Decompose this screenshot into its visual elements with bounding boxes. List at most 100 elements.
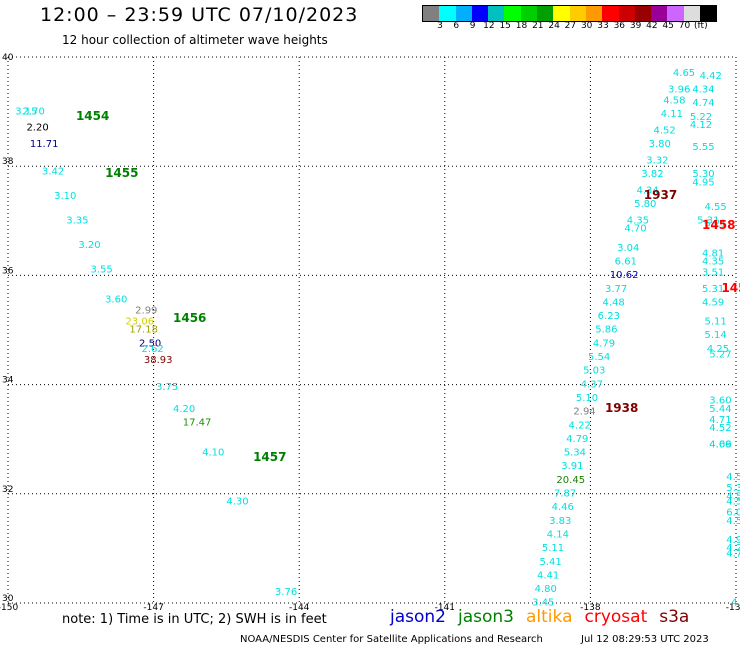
swh-value-label: 3.82	[641, 169, 663, 180]
swh-value-label: 4.66	[709, 439, 731, 450]
swh-value-label: 23.06	[125, 317, 154, 328]
y-tick-label: 32	[2, 485, 13, 495]
swh-value-label: 4.12	[690, 120, 712, 131]
swh-value-label: 2.50	[139, 338, 161, 349]
y-tick-label: 34	[2, 376, 14, 386]
swh-value-label: 4.22	[569, 420, 591, 431]
swh-value-label: 5.14	[704, 330, 726, 341]
time-label: 1458	[721, 281, 740, 295]
swh-value-label: 5.10	[576, 393, 598, 404]
color-swatch	[585, 6, 603, 21]
swh-value-label: 3.15	[15, 106, 37, 117]
color-swatch	[634, 6, 652, 21]
swh-value-label: 4.42	[700, 71, 722, 82]
swh-value-label: 4.24	[726, 543, 740, 554]
swh-value-label: 4.46	[552, 502, 574, 513]
x-tick-label: -135	[726, 603, 740, 610]
swh-value-label: 4.35	[627, 216, 649, 227]
swh-value-label: 4.74	[692, 98, 714, 109]
swh-value-label: 5.30	[692, 169, 714, 180]
swh-value-label: 5.54	[588, 352, 610, 363]
x-tick-label: -147	[143, 603, 163, 610]
color-scale-label: 27	[564, 21, 577, 31]
swh-value-label: 4.48	[603, 297, 625, 308]
swh-value-label: 6.61	[615, 256, 637, 267]
swh-value-label: 4.59	[702, 297, 724, 308]
swh-value-label: 5.03	[583, 366, 605, 377]
swh-value-label: 4.25	[707, 344, 729, 355]
swh-value-label: 3.60	[105, 295, 127, 306]
color-swatch	[537, 6, 554, 21]
swh-value-label: 4.11	[661, 109, 683, 120]
swh-value-label: 4.70	[624, 224, 646, 235]
color-swatch	[488, 6, 505, 21]
legend-entry-jason2: jason2	[390, 607, 446, 627]
swh-value-label: 4.14	[547, 529, 569, 540]
color-scale-label: 18	[515, 21, 528, 31]
time-label: 1454	[76, 109, 109, 123]
swh-value-label: 3.45	[532, 598, 554, 609]
swh-value-label: 3.55	[91, 265, 113, 276]
swh-value-label: 5.44	[709, 404, 731, 415]
color-scale-label: 12	[483, 21, 495, 31]
color-swatch	[520, 6, 538, 21]
color-swatch	[471, 6, 489, 21]
swh-value-label: 3.04	[617, 243, 639, 254]
color-scale-label: 33	[597, 21, 609, 31]
swh-value-label: 5.80	[634, 199, 656, 210]
swh-value-label: 7.87	[554, 489, 576, 500]
color-swatch	[569, 6, 586, 21]
legend-entry-jason3: jason3	[458, 607, 514, 627]
color-scale-label: 42	[646, 21, 658, 31]
color-scale-label: 45	[662, 21, 674, 31]
swh-value-label: 11.71	[30, 139, 59, 150]
color-scale-label: 36	[613, 21, 626, 31]
color-swatch	[618, 6, 635, 21]
color-scale-label: 21	[532, 21, 544, 31]
swh-value-label: 3.91	[561, 461, 583, 472]
color-swatch	[439, 6, 456, 21]
swh-value-label: 4.57	[726, 472, 740, 483]
color-swatch	[651, 6, 668, 21]
swh-value-label: 3.32	[646, 155, 668, 166]
swh-value-label: 4.34	[637, 186, 659, 197]
time-label: 1937	[644, 188, 677, 202]
altimeter-plot: -150 -147 -144 -141 -138 -135 30 32 34 36 38 40 3.15…	[0, 53, 740, 610]
page-subtitle: 12 hour collection of altimeter wave hei…	[62, 33, 328, 47]
swh-value-label: 17.47	[183, 418, 212, 429]
color-swatch	[455, 6, 472, 21]
color-swatch	[683, 6, 701, 21]
legend-entry-altika: altika	[526, 607, 573, 627]
color-swatch	[667, 6, 684, 21]
swh-value-label: 4.65	[673, 68, 695, 79]
swh-value-label: 5.22	[690, 112, 712, 123]
swh-value-label: 5.27	[709, 349, 731, 360]
swh-value-label: 2.62	[141, 344, 163, 355]
swh-value-label: 3.77	[605, 284, 627, 295]
swh-value-label: 3.83	[549, 516, 571, 527]
color-scale-label: 15	[499, 21, 511, 31]
color-scale-label: 3	[437, 21, 443, 31]
swh-value-label: 5.86	[595, 325, 617, 336]
color-swatch	[423, 6, 440, 21]
swh-value-label: 4.95	[692, 177, 714, 188]
color-scale-label: 30	[580, 21, 593, 31]
swh-value-label: 4.52	[709, 423, 731, 434]
swh-value-label: 4.30	[226, 497, 248, 508]
swh-value-label: 5.41	[539, 557, 561, 568]
swh-value-label: 3.60	[709, 396, 731, 407]
color-scale-label: 24	[548, 21, 560, 31]
swh-value-label: 5.11	[704, 317, 726, 328]
swh-value-label: 4.09	[709, 439, 731, 450]
swh-value-label: 3.80	[649, 139, 671, 150]
y-tick-label: 36	[2, 266, 14, 276]
swh-value-label: 4.80	[535, 584, 557, 595]
swh-value-label: 5.31	[726, 483, 740, 494]
time-label: 1455	[105, 166, 138, 180]
swh-value-label: 4.52	[653, 125, 675, 136]
time-label: 1456	[173, 311, 206, 325]
color-swatch	[602, 6, 619, 21]
swh-value-label: 4.59	[726, 497, 740, 508]
swh-value-label: 5.31	[702, 284, 724, 295]
timestamp: Jul 12 08:29:53 UTC 2023	[581, 634, 709, 645]
